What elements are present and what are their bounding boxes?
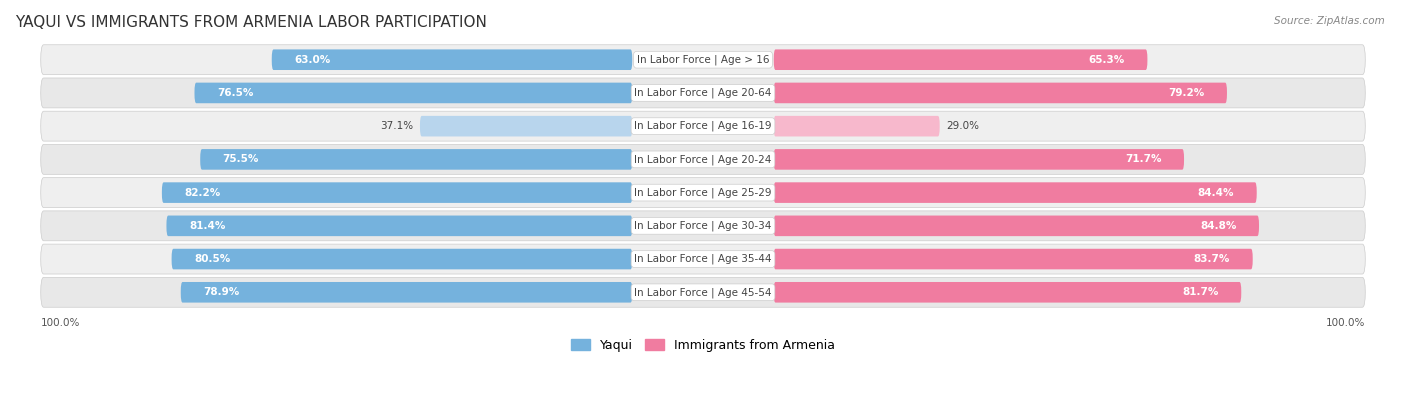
Text: 84.8%: 84.8%: [1201, 221, 1236, 231]
Text: YAQUI VS IMMIGRANTS FROM ARMENIA LABOR PARTICIPATION: YAQUI VS IMMIGRANTS FROM ARMENIA LABOR P…: [15, 15, 486, 30]
FancyBboxPatch shape: [773, 182, 1257, 203]
Text: 84.4%: 84.4%: [1198, 188, 1234, 198]
FancyBboxPatch shape: [271, 49, 633, 70]
FancyBboxPatch shape: [166, 216, 633, 236]
FancyBboxPatch shape: [773, 49, 1147, 70]
Text: 83.7%: 83.7%: [1194, 254, 1230, 264]
FancyBboxPatch shape: [172, 249, 633, 269]
Text: 81.7%: 81.7%: [1182, 287, 1219, 297]
Text: 81.4%: 81.4%: [188, 221, 225, 231]
Text: 75.5%: 75.5%: [222, 154, 259, 164]
FancyBboxPatch shape: [41, 111, 1365, 141]
Text: 29.0%: 29.0%: [946, 121, 979, 131]
FancyBboxPatch shape: [41, 244, 1365, 274]
Text: Source: ZipAtlas.com: Source: ZipAtlas.com: [1274, 16, 1385, 26]
FancyBboxPatch shape: [181, 282, 633, 303]
Text: 65.3%: 65.3%: [1088, 55, 1125, 65]
Text: In Labor Force | Age 20-24: In Labor Force | Age 20-24: [634, 154, 772, 165]
Text: In Labor Force | Age 45-54: In Labor Force | Age 45-54: [634, 287, 772, 297]
Text: 78.9%: 78.9%: [204, 287, 239, 297]
FancyBboxPatch shape: [200, 149, 633, 170]
FancyBboxPatch shape: [162, 182, 633, 203]
Legend: Yaqui, Immigrants from Armenia: Yaqui, Immigrants from Armenia: [571, 339, 835, 352]
FancyBboxPatch shape: [773, 216, 1258, 236]
FancyBboxPatch shape: [773, 282, 1241, 303]
FancyBboxPatch shape: [773, 116, 939, 136]
Text: 37.1%: 37.1%: [381, 121, 413, 131]
FancyBboxPatch shape: [773, 149, 1184, 170]
FancyBboxPatch shape: [773, 249, 1253, 269]
FancyBboxPatch shape: [41, 178, 1365, 207]
Text: 71.7%: 71.7%: [1125, 154, 1161, 164]
Text: 80.5%: 80.5%: [194, 254, 231, 264]
FancyBboxPatch shape: [41, 211, 1365, 241]
FancyBboxPatch shape: [420, 116, 633, 136]
Text: 63.0%: 63.0%: [294, 55, 330, 65]
FancyBboxPatch shape: [41, 277, 1365, 307]
Text: In Labor Force | Age 30-34: In Labor Force | Age 30-34: [634, 220, 772, 231]
FancyBboxPatch shape: [41, 45, 1365, 75]
Text: 82.2%: 82.2%: [184, 188, 221, 198]
Text: In Labor Force | Age 35-44: In Labor Force | Age 35-44: [634, 254, 772, 264]
FancyBboxPatch shape: [41, 78, 1365, 108]
Text: In Labor Force | Age 25-29: In Labor Force | Age 25-29: [634, 187, 772, 198]
FancyBboxPatch shape: [41, 145, 1365, 174]
Text: In Labor Force | Age > 16: In Labor Force | Age > 16: [637, 55, 769, 65]
Text: 79.2%: 79.2%: [1168, 88, 1205, 98]
Text: In Labor Force | Age 16-19: In Labor Force | Age 16-19: [634, 121, 772, 132]
FancyBboxPatch shape: [194, 83, 633, 103]
Text: 76.5%: 76.5%: [217, 88, 253, 98]
Text: In Labor Force | Age 20-64: In Labor Force | Age 20-64: [634, 88, 772, 98]
FancyBboxPatch shape: [773, 83, 1227, 103]
